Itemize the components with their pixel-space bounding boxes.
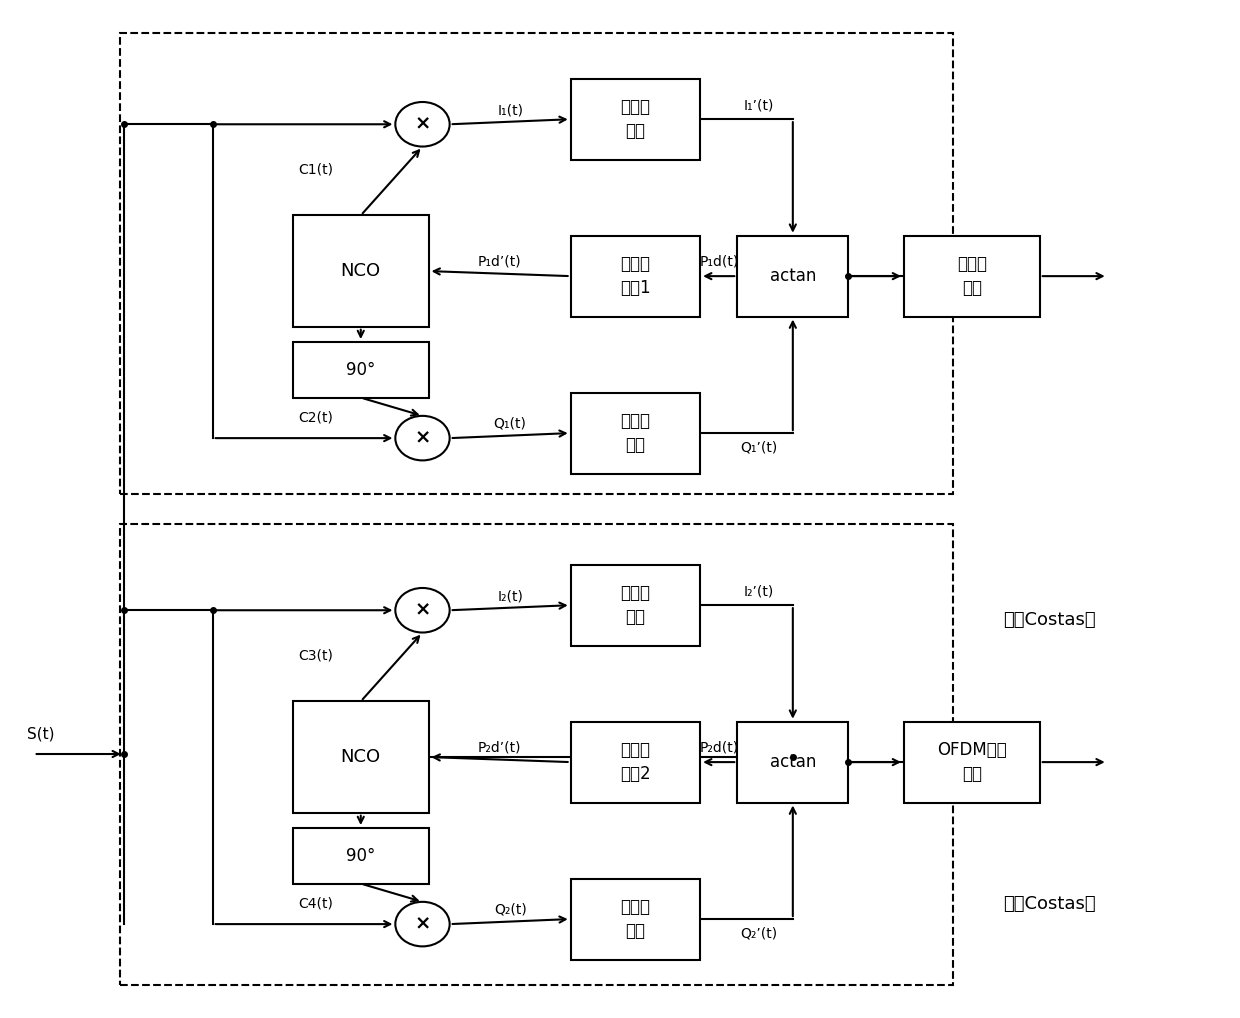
Text: actan: actan xyxy=(770,753,816,771)
Text: C3(t): C3(t) xyxy=(299,648,334,663)
Circle shape xyxy=(396,102,450,147)
Text: NCO: NCO xyxy=(341,262,381,280)
Text: P₂d’(t): P₂d’(t) xyxy=(477,741,521,755)
Text: Q₂’(t): Q₂’(t) xyxy=(740,926,777,941)
Text: 90°: 90° xyxy=(346,360,376,379)
FancyBboxPatch shape xyxy=(570,879,701,960)
Text: C4(t): C4(t) xyxy=(299,897,334,911)
FancyBboxPatch shape xyxy=(293,701,429,812)
Text: P₁d’(t): P₁d’(t) xyxy=(477,254,522,269)
FancyBboxPatch shape xyxy=(904,235,1039,317)
Text: Q₂(t): Q₂(t) xyxy=(494,903,527,917)
Circle shape xyxy=(396,902,450,947)
Text: C1(t): C1(t) xyxy=(299,163,334,177)
Text: I₂’(t): I₂’(t) xyxy=(744,584,774,598)
Text: 第二Costas环: 第二Costas环 xyxy=(1003,612,1095,629)
Text: S(t): S(t) xyxy=(27,726,55,741)
Text: NCO: NCO xyxy=(341,748,381,767)
Text: 环路滤
波器2: 环路滤 波器2 xyxy=(620,741,651,783)
FancyBboxPatch shape xyxy=(293,828,429,884)
Text: I₁(t): I₁(t) xyxy=(497,103,523,117)
FancyBboxPatch shape xyxy=(570,78,701,160)
Text: 低通滤
波器: 低通滤 波器 xyxy=(620,99,651,140)
Text: 90°: 90° xyxy=(346,847,376,864)
Text: ×: × xyxy=(414,601,430,620)
FancyBboxPatch shape xyxy=(570,393,701,473)
Text: 第一Costas环: 第一Costas环 xyxy=(1003,895,1095,913)
Text: P₂d(t): P₂d(t) xyxy=(699,741,738,755)
Text: Q₁(t): Q₁(t) xyxy=(494,417,527,431)
Text: 低通滤
波器: 低通滤 波器 xyxy=(620,412,651,454)
FancyBboxPatch shape xyxy=(738,235,848,317)
Text: 环路滤
波器1: 环路滤 波器1 xyxy=(620,256,651,297)
Circle shape xyxy=(396,416,450,460)
Text: P₁d(t): P₁d(t) xyxy=(699,254,738,269)
Text: ×: × xyxy=(414,429,430,448)
Circle shape xyxy=(396,588,450,632)
FancyBboxPatch shape xyxy=(293,342,429,398)
Text: Q₁’(t): Q₁’(t) xyxy=(740,440,777,454)
Text: ×: × xyxy=(414,914,430,934)
Text: 相位解
卷绕: 相位解 卷绕 xyxy=(957,256,987,297)
FancyBboxPatch shape xyxy=(570,565,701,645)
FancyBboxPatch shape xyxy=(570,235,701,317)
Text: 低通滤
波器: 低通滤 波器 xyxy=(620,898,651,940)
FancyBboxPatch shape xyxy=(904,722,1039,802)
FancyBboxPatch shape xyxy=(738,722,848,802)
Text: ×: × xyxy=(414,115,430,133)
Text: actan: actan xyxy=(770,267,816,285)
Text: C2(t): C2(t) xyxy=(299,411,334,425)
FancyBboxPatch shape xyxy=(570,722,701,802)
Text: I₁’(t): I₁’(t) xyxy=(744,98,774,112)
Text: 低通滤
波器: 低通滤 波器 xyxy=(620,584,651,626)
FancyBboxPatch shape xyxy=(293,216,429,327)
Text: OFDM频偏
估计: OFDM频偏 估计 xyxy=(937,741,1007,783)
Text: I₂(t): I₂(t) xyxy=(497,589,523,603)
